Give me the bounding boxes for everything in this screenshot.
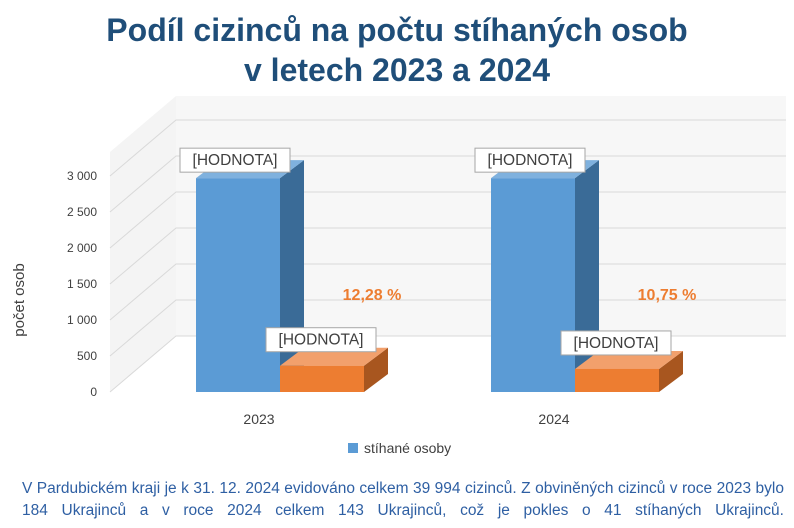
data-label: [HODNOTA]: [488, 152, 573, 169]
x-tick-label: 2023: [243, 411, 274, 427]
y-tick-label: 2 000: [67, 241, 97, 255]
percent-annotation: 10,75 %: [638, 287, 697, 304]
bar: [575, 368, 659, 392]
bar-side: [364, 347, 388, 392]
data-label: [HODNOTA]: [279, 332, 364, 349]
gridline: [109, 119, 786, 177]
data-label: [HODNOTA]: [574, 335, 659, 352]
y-tick-label: 0: [90, 385, 97, 399]
legend-label: stíhané osoby: [364, 440, 451, 456]
x-axis-ticks: 2023 2024: [243, 411, 569, 427]
y-tick-label: 1 000: [67, 313, 97, 327]
title-line-1: Podíl cizinců na počtu stíhaných osob: [106, 12, 688, 48]
y-axis-label: počet osob: [11, 263, 28, 336]
title-line-2: v letech 2023 a 2024: [243, 52, 550, 88]
chart-legend: stíhané osoby: [348, 440, 451, 456]
y-tick-label: 500: [77, 349, 97, 363]
y-tick-label: 1 500: [67, 277, 97, 291]
chart-data-labels: [HODNOTA] [HODNOTA] 12,28 % [HODNOTA] [HODNO…: [179, 147, 697, 356]
bar: [280, 365, 364, 392]
data-label-box: [560, 330, 672, 356]
bar: [196, 178, 280, 392]
percent-annotation: 12,28 %: [343, 287, 402, 304]
data-label: [HODNOTA]: [193, 152, 278, 169]
y-axis-ticks: 0 500 1 000 1 500 2 000 2 500 3 000: [67, 169, 97, 399]
data-label-box: [179, 147, 291, 173]
y-tick-label: 3 000: [67, 169, 97, 183]
legend-swatch: [348, 443, 358, 453]
page-title: Podíl cizinců na počtu stíhaných osob v …: [0, 10, 794, 90]
y-tick-label: 2 500: [67, 205, 97, 219]
footnote-text: V Pardubickém kraji je k 31. 12. 2024 ev…: [22, 480, 784, 519]
data-label-box: [265, 327, 377, 353]
bar: [491, 178, 575, 392]
bar-side: [659, 350, 683, 392]
data-label-box: [474, 147, 586, 173]
x-tick-label: 2024: [538, 411, 569, 427]
